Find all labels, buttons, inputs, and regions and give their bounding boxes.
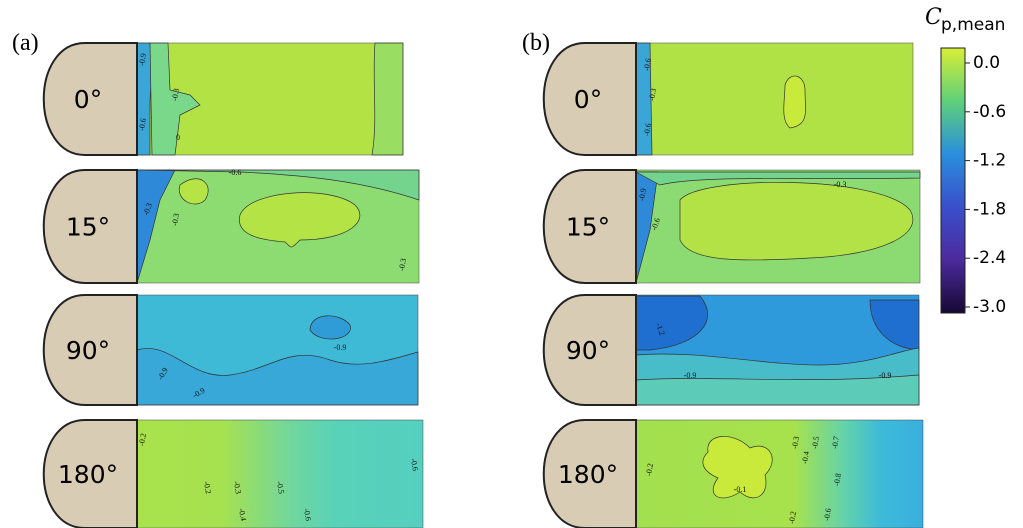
body-nose xyxy=(42,294,138,406)
body-nose xyxy=(42,169,138,284)
contour-label: -0.3 xyxy=(170,88,181,102)
contour-label: -0.9 xyxy=(334,343,347,352)
contour-region xyxy=(679,182,914,261)
contour-region xyxy=(635,374,920,406)
contour-label: -0.4 xyxy=(237,508,248,522)
pressure-field xyxy=(636,43,913,155)
angle-label: 15° xyxy=(66,213,110,242)
contour-label: -0.3 xyxy=(790,436,801,450)
angle-label: 15° xyxy=(566,213,610,242)
contour-label: -0.6 xyxy=(642,58,653,72)
contour-label: -0.1 xyxy=(734,485,747,494)
body-nose xyxy=(542,42,637,156)
contour-region xyxy=(635,295,708,351)
angle-label: 90° xyxy=(66,336,110,365)
contour-label: -0.5 xyxy=(810,436,821,450)
panel-label: (a) xyxy=(12,30,39,56)
contour-label: -0.2 xyxy=(137,433,148,447)
angle-label: 0° xyxy=(574,85,602,114)
body-nose xyxy=(542,294,637,406)
colorbar-subscript: p,mean xyxy=(941,15,1005,35)
panel-label: (b) xyxy=(522,30,550,56)
contour-label: -0.6 xyxy=(302,508,313,522)
body-nose xyxy=(42,42,138,156)
contour-label: -0.6 xyxy=(409,458,420,472)
contour-label: -0.6 xyxy=(229,168,242,177)
colorbar xyxy=(940,47,966,314)
colorbar-tick-label: -1.8 xyxy=(973,199,1006,219)
contour-label: -0.6 xyxy=(137,118,148,132)
contour-region xyxy=(371,42,404,156)
colorbar-tick-label: -1.2 xyxy=(973,151,1006,171)
contour-region xyxy=(136,169,420,201)
contour-label: -0.5 xyxy=(275,481,286,495)
angle-label: 90° xyxy=(566,336,610,365)
contour-label: -0.2 xyxy=(202,481,213,495)
contour-label: -0.3 xyxy=(647,88,658,102)
contour-region xyxy=(178,178,209,205)
contour-label: 0 xyxy=(176,133,180,142)
contour-label: -0.9 xyxy=(879,371,892,380)
pressure-field xyxy=(636,420,923,528)
contour-region xyxy=(309,315,351,340)
contour-label: -0.2 xyxy=(644,463,655,477)
contour-label: -0.7 xyxy=(830,436,841,450)
contour-label: -0.4 xyxy=(800,451,811,465)
contour-label: -0.6 xyxy=(649,217,662,232)
pressure-field xyxy=(137,420,423,528)
contour-label: -0.9 xyxy=(637,188,648,202)
contour-label: -1.2 xyxy=(654,322,667,337)
contour-label: -0.2 xyxy=(787,511,798,525)
contour-label: -0.3 xyxy=(834,180,847,189)
contour-region xyxy=(136,348,419,406)
contour-region xyxy=(702,436,773,499)
contour-label: -0.6 xyxy=(822,508,833,522)
angle-label: 180° xyxy=(58,460,118,489)
contour-region xyxy=(783,75,806,129)
contour-label: -0.3 xyxy=(170,213,181,227)
contour-label: -0.3 xyxy=(232,481,243,495)
contour-region xyxy=(239,192,361,248)
contour-label: -0.3 xyxy=(397,258,408,272)
colorbar-tick-label: -2.4 xyxy=(973,248,1006,268)
angle-label: 0° xyxy=(74,85,102,114)
contour-label: -0.8 xyxy=(832,473,843,487)
contour-label: -0.6 xyxy=(642,123,653,137)
contour-label: -0.3 xyxy=(141,202,154,217)
colorbar-tick-label: -0.6 xyxy=(973,102,1006,122)
colorbar-tick-label: 0.0 xyxy=(973,53,1000,73)
angle-label: 180° xyxy=(558,460,618,489)
contour-label: -0.9 xyxy=(137,53,148,67)
colorbar-symbol: C xyxy=(925,5,942,30)
body-nose xyxy=(542,169,637,284)
colorbar-tick-label: -3.0 xyxy=(973,297,1006,317)
contour-region xyxy=(635,171,921,186)
contour-label: -0.9 xyxy=(684,371,697,380)
